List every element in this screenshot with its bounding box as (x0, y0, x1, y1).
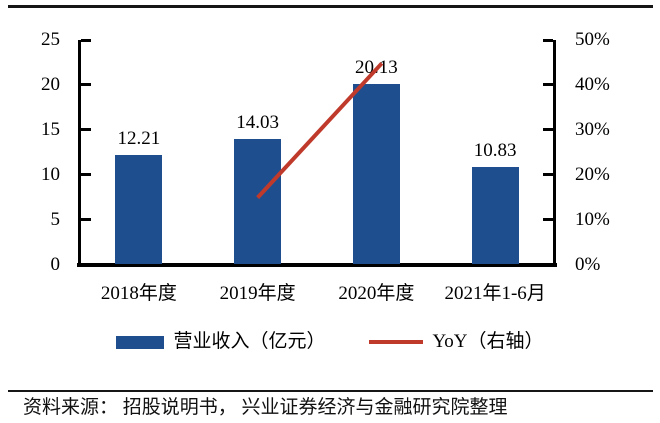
legend-bar-label: 营业收入（亿元） (173, 331, 326, 352)
right-axis-tick (543, 38, 553, 42)
left-axis-tick (81, 83, 91, 87)
left-axis-tick-label: 5 (50, 208, 61, 230)
x-axis-category-label: 2021年1-6月 (444, 283, 546, 304)
bar-value-label: 12.21 (117, 127, 161, 149)
left-axis-tick (81, 218, 91, 222)
right-axis-tick-label: 10% (575, 208, 610, 230)
revenue-bar (352, 83, 400, 265)
legend-bar-swatch (116, 335, 165, 349)
top-divider (8, 5, 653, 8)
left-axis-line (78, 40, 81, 265)
x-axis-category-label: 2020年度 (338, 283, 415, 304)
right-axis-tick (543, 173, 553, 177)
right-axis-tick-label: 0% (575, 253, 601, 275)
left-axis-tick-label: 20 (41, 73, 60, 95)
revenue-bar (234, 138, 282, 265)
right-axis-tick-label: 40% (575, 73, 610, 95)
revenue-bar (471, 167, 519, 265)
left-axis-tick-label: 0 (50, 253, 61, 275)
left-axis-tick-label: 15 (41, 118, 60, 140)
left-axis-tick (81, 128, 91, 132)
source-divider (8, 390, 653, 392)
left-axis-tick (81, 38, 91, 42)
x-axis-category-label: 2019年度 (219, 283, 296, 304)
left-axis-tick-label: 25 (41, 29, 60, 50)
legend-line-swatch (369, 340, 424, 344)
right-axis-tick (543, 218, 553, 222)
x-axis-category-label: 2018年度 (100, 283, 177, 304)
right-axis-tick-label: 20% (575, 163, 610, 185)
right-axis-tick-label: 50% (575, 29, 610, 50)
revenue-bar (115, 154, 163, 265)
right-axis-tick (543, 128, 553, 132)
legend-item-revenue: 营业收入（亿元） (116, 330, 325, 354)
legend-item-yoy: YoY（右轴） (369, 330, 544, 354)
bar-value-label: 10.83 (473, 140, 517, 162)
bar-value-label: 20.13 (355, 56, 398, 78)
chart-legend: 营业收入（亿元） YoY（右轴） (0, 330, 660, 354)
right-axis-tick-label: 30% (575, 118, 610, 140)
legend-line-label: YoY（右轴） (432, 331, 544, 352)
left-axis-tick-label: 10 (41, 163, 60, 185)
x-axis-line (77, 263, 557, 267)
left-axis-tick (81, 173, 91, 177)
right-axis-tick (543, 83, 553, 87)
right-axis-line (553, 40, 556, 265)
bar-value-label: 14.03 (236, 111, 279, 133)
source-note: 资料来源： 招股说明书， 兴业证券经济与金融研究院整理 (23, 397, 508, 418)
